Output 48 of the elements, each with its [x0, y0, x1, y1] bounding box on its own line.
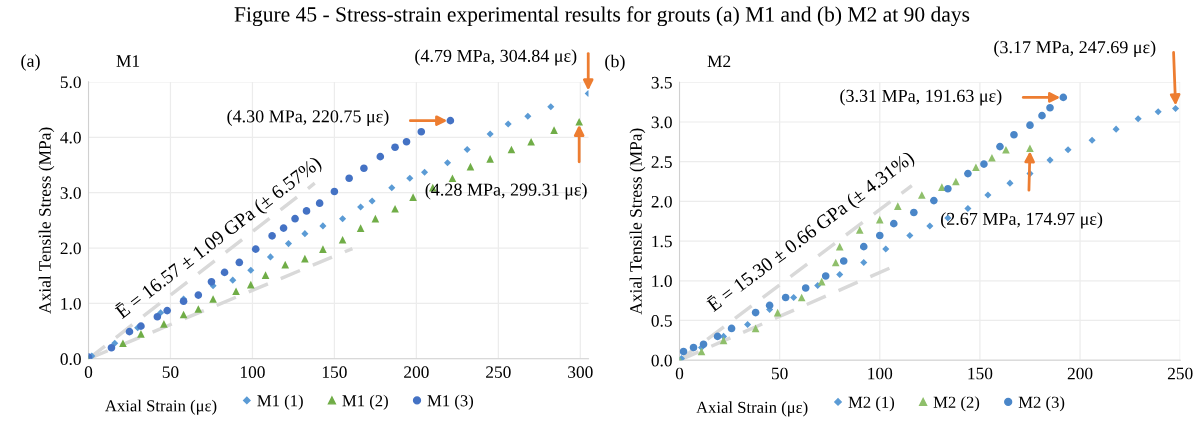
x-tick-label: 200	[1067, 367, 1093, 380]
legend-label: M2 (1)	[848, 396, 895, 412]
legend-label: M1 (3)	[427, 394, 474, 410]
annotation: (3.31 MPa, 191.63 με)	[840, 89, 1002, 106]
y-tick-label: 0.0	[651, 354, 672, 367]
x-axis-title: Axial Strain (με)	[696, 401, 808, 417]
x-tick-label: 200	[404, 366, 429, 378]
y-tick-label: 1.5	[652, 235, 672, 248]
x-tick-label: 250	[1167, 367, 1193, 380]
legend-label: M1 (2)	[342, 394, 388, 410]
annotation: (4.28 MPa, 299.31 με)	[425, 183, 587, 200]
text: (a)	[21, 54, 40, 71]
y-tick-label: 2.0	[651, 195, 672, 208]
x-axis-title: Axial Strain (με)	[105, 399, 217, 415]
x-tick-label: 0	[675, 367, 684, 380]
legend-label: M2 (3)	[1018, 396, 1065, 412]
y-tick-label: 0.0	[60, 353, 81, 366]
y-axis-title: Axial Tensile Stress (MPa)	[629, 128, 646, 315]
x-tick-label: 100	[240, 366, 265, 378]
y-tick-label: 3.5	[651, 76, 672, 89]
y-tick-label: 2.5	[651, 156, 672, 168]
x-tick-label: 100	[868, 367, 893, 380]
y-tick-label: 4.0	[60, 131, 81, 144]
y-tick-label: 0.5	[651, 314, 672, 327]
x-tick-label: 50	[162, 366, 179, 378]
x-tick-label: 0	[84, 366, 93, 378]
legend-label: M1 (1)	[257, 394, 303, 410]
x-tick-label: 150	[968, 367, 993, 380]
y-tick-label: 1.0	[61, 297, 81, 310]
annotation: (3.17 MPa, 247.69 με)	[994, 40, 1156, 57]
legend-label: M2 (2)	[933, 396, 980, 412]
chart-title: Figure 45 - Stress-strain experimental results for grouts (a) M1 and (b) M2 at 90 days	[234, 6, 970, 27]
annotation: (2.67 MPa, 174.97 με)	[941, 212, 1103, 229]
y-tick-label: 3.0	[651, 116, 672, 129]
y-tick-label: 1.0	[652, 275, 672, 288]
annotation: (4.79 MPa, 304.84 με)	[415, 49, 577, 66]
text: (b)	[605, 54, 625, 72]
x-tick-label: 250	[486, 366, 511, 378]
y-tick-label: 2.0	[60, 242, 81, 255]
y-axis-title: Axial Tensile Stress (MPa)	[38, 127, 55, 314]
x-tick-label: 150	[322, 366, 347, 378]
x-tick-label: 300	[568, 366, 593, 378]
x-tick-label: 50	[771, 367, 788, 380]
y-tick-label: 5.0	[60, 76, 81, 89]
chart-subtitle: M2	[707, 55, 731, 68]
y-tick-label: 3.0	[60, 187, 81, 199]
chart-subtitle: M1	[116, 55, 140, 67]
annotation: (4.30 MPa, 220.75 με)	[227, 109, 389, 127]
